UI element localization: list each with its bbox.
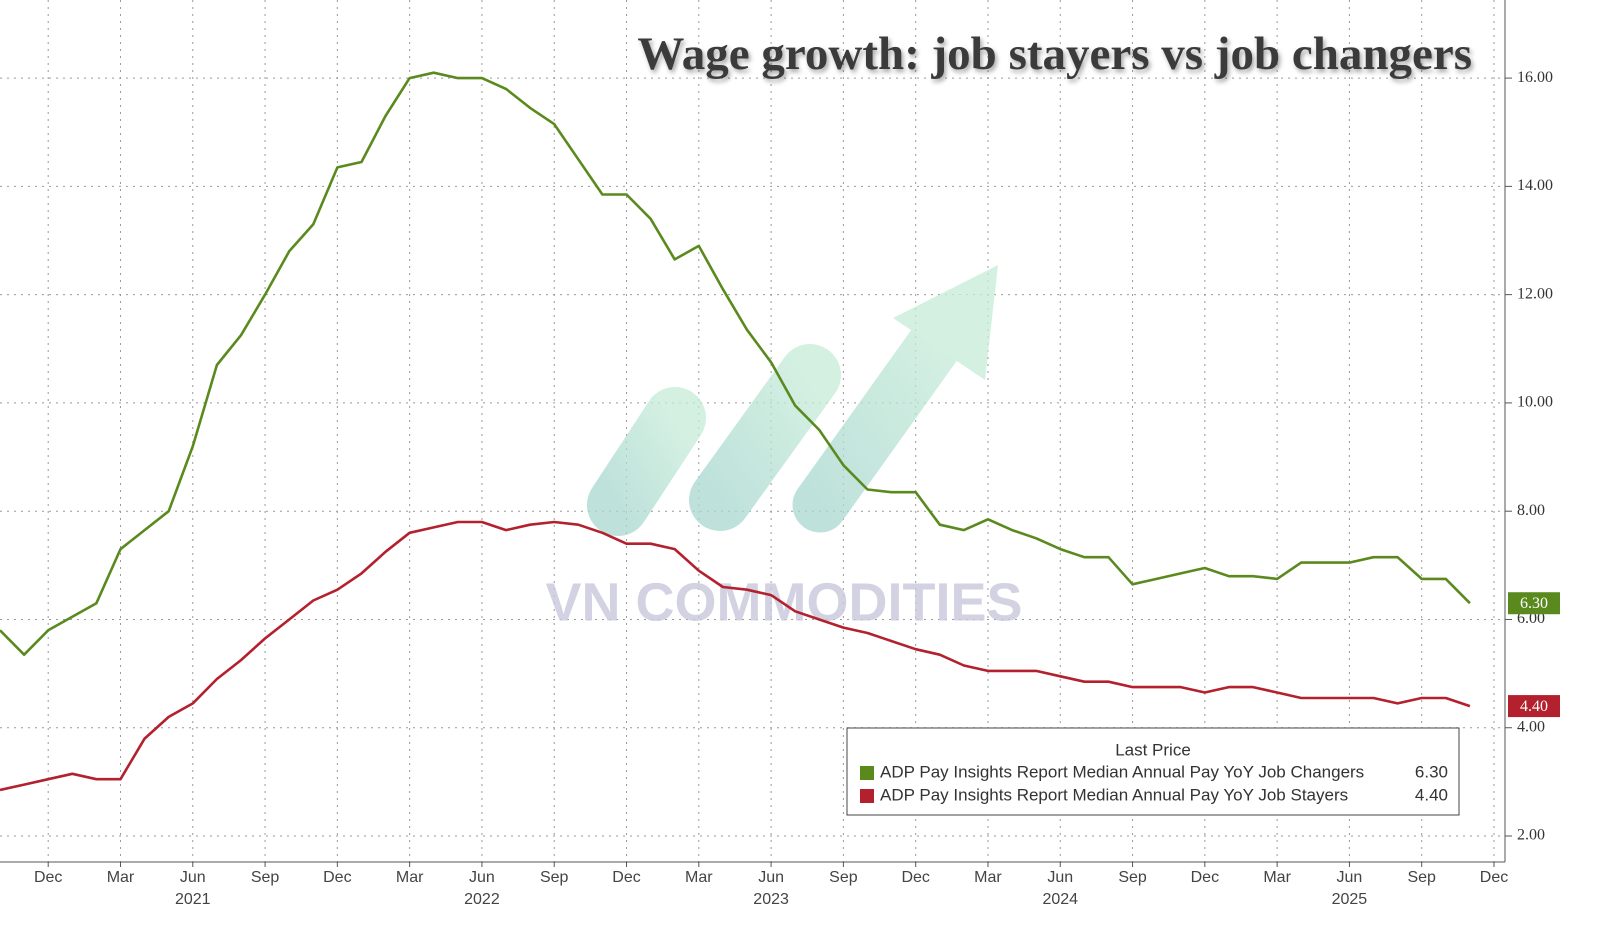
y-tick-label: 4.00	[1517, 718, 1545, 735]
last-value-badge	[1508, 695, 1560, 718]
x-tick-label: Dec	[901, 869, 929, 886]
x-tick-label: Dec	[1191, 869, 1219, 886]
legend-value: 4.40	[1415, 785, 1448, 804]
x-tick-label: Jun	[1047, 869, 1073, 886]
x-tick-label: Mar	[396, 869, 424, 886]
x-tick-label: Jun	[758, 869, 784, 886]
x-tick-label: Sep	[251, 869, 280, 886]
x-tick-label: Jun	[1337, 869, 1363, 886]
legend-label: ADP Pay Insights Report Median Annual Pa…	[880, 762, 1364, 781]
y-tick-label: 14.00	[1517, 177, 1553, 194]
legend-label: ADP Pay Insights Report Median Annual Pa…	[880, 785, 1348, 804]
last-value-label: 4.40	[1520, 698, 1548, 715]
legend-title: Last Price	[1115, 740, 1191, 759]
x-tick-label: Sep	[829, 869, 858, 886]
x-tick-label: Sep	[540, 869, 569, 886]
legend: Last Price ADP Pay Insights Report Media…	[846, 727, 1460, 816]
y-tick-label: 6.00	[1517, 610, 1545, 627]
y-tick-label: 10.00	[1517, 394, 1553, 411]
chart-title: Wage growth: job stayers vs job changers	[637, 28, 1472, 80]
x-tick-label: Mar	[974, 869, 1002, 886]
legend-swatch	[860, 789, 874, 803]
y-tick-label: 8.00	[1517, 502, 1545, 519]
x-year-label: 2025	[1332, 891, 1368, 908]
last-value-label: 6.30	[1520, 595, 1548, 612]
series-line	[0, 520, 1471, 792]
x-tick-label: Jun	[469, 869, 495, 886]
x-tick-label: Sep	[1118, 869, 1147, 886]
legend-swatch	[860, 766, 874, 780]
x-tick-label: Sep	[1407, 869, 1436, 886]
x-year-label: 2023	[753, 891, 789, 908]
x-tick-label: Dec	[34, 869, 62, 886]
x-tick-label: Mar	[1263, 869, 1291, 886]
x-tick-label: Dec	[1480, 869, 1508, 886]
x-tick-label: Dec	[323, 869, 351, 886]
x-tick-label: Jun	[180, 869, 206, 886]
x-year-label: 2022	[464, 891, 500, 908]
x-tick-label: Dec	[612, 869, 640, 886]
x-year-label: 2024	[1042, 891, 1078, 908]
y-tick-label: 12.00	[1517, 285, 1553, 302]
y-tick-label: 2.00	[1517, 827, 1545, 844]
watermark-logo	[587, 265, 998, 536]
legend-box	[846, 727, 1460, 816]
x-tick-label: Mar	[107, 869, 135, 886]
x-tick-label: Mar	[685, 869, 713, 886]
y-tick-label: 16.00	[1517, 69, 1553, 86]
series-line	[0, 71, 1471, 656]
legend-value: 6.30	[1415, 762, 1448, 781]
x-year-label: 2021	[175, 891, 211, 908]
last-value-badge	[1508, 592, 1560, 615]
lines	[0, 71, 1471, 792]
